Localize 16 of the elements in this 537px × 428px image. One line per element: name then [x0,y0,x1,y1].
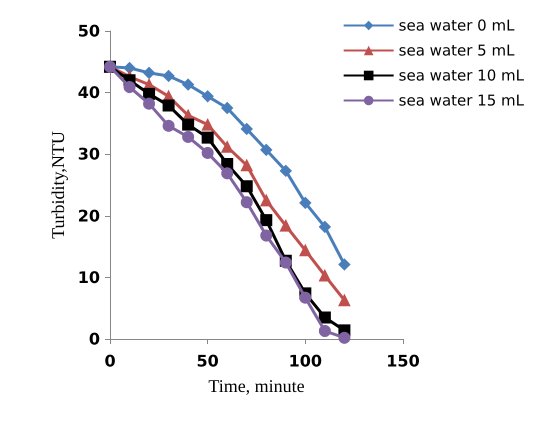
x-tick-label: 50 [196,352,219,370]
legend-label: sea water 15 mL [398,92,525,110]
legend-label: sea water 10 mL [398,66,525,84]
y-tick-label: 0 [88,330,100,348]
y-tick-label: 20 [78,206,100,226]
x-tick-label: 100 [288,352,322,370]
y-tick-label: 10 [78,268,100,287]
legend-label: sea water 0 mL [398,16,516,34]
legend-label: sea water 5 mL [398,42,516,60]
x-tick-label: 0 [104,352,116,370]
x-axis-title: Time, minute [208,376,305,396]
y-tick-label: 40 [78,83,100,102]
x-tick-label: 150 [386,352,420,370]
y-tick-label: 50 [78,22,100,40]
y-tick-label: 30 [78,144,100,164]
y-axis-title: Turbidity,NTU [48,131,68,239]
